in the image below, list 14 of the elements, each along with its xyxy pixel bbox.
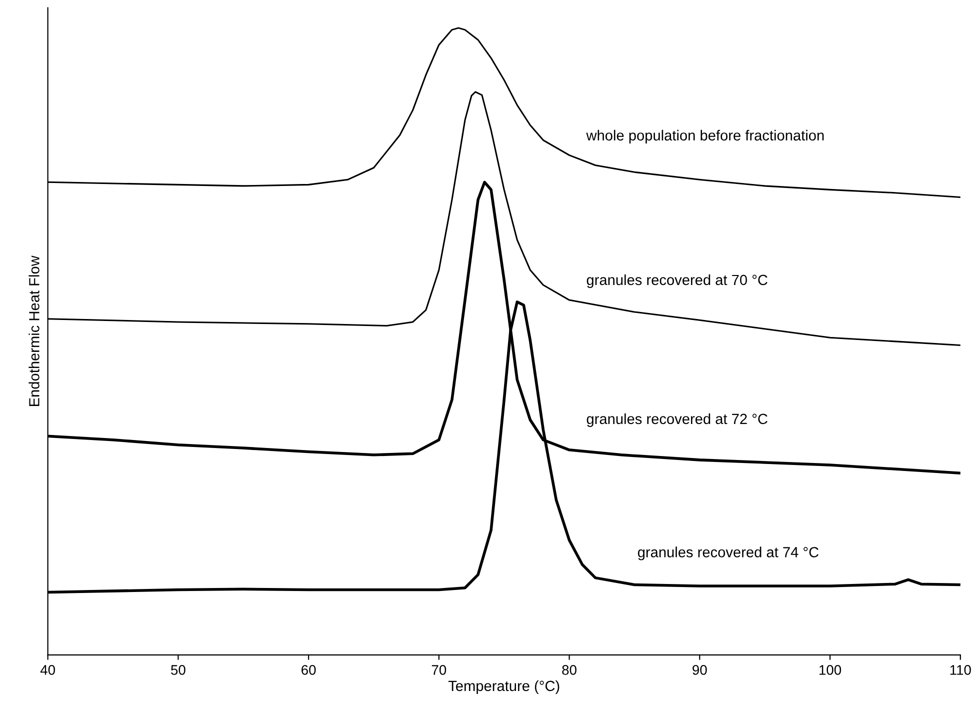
x-tick-label: 60	[302, 665, 316, 675]
x-tick-label: 70	[432, 665, 446, 675]
series-label: granules recovered at 70 °C	[586, 274, 768, 288]
x-tick-label: 40	[40, 665, 56, 675]
y-axis-title: Endothermic Heat Flow	[28, 256, 40, 406]
x-tick-label: 80	[562, 665, 576, 675]
x-tick-label: 110	[950, 665, 971, 675]
x-axis-title: Temperature (°C)	[448, 680, 560, 694]
series-label: granules recovered at 74 °C	[638, 546, 819, 560]
x-tick-label: 50	[171, 665, 186, 675]
x-tick-label: 100	[819, 665, 842, 675]
series-label: granules recovered at 72 °C	[586, 413, 768, 427]
x-tick-label: 90	[692, 665, 707, 675]
series-label: whole population before fractionation	[586, 130, 824, 144]
